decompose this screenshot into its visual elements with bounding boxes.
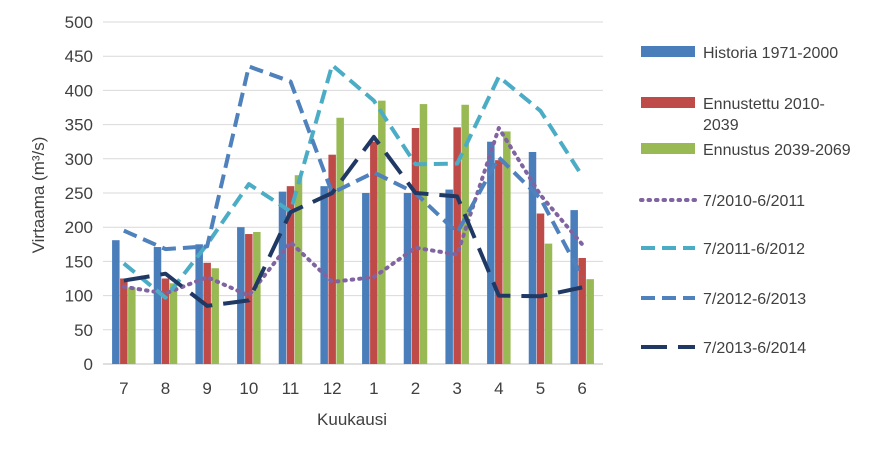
bar <box>169 283 178 364</box>
bar <box>153 247 162 364</box>
y-tick-label: 200 <box>65 218 93 237</box>
series-line <box>123 134 583 308</box>
bar <box>278 191 287 364</box>
series-line <box>122 63 584 300</box>
legend-label: 7/2011-6/2012 <box>703 241 805 258</box>
x-tick-label: 9 <box>202 379 211 398</box>
bar <box>445 189 453 364</box>
legend-label: 7/2012-6/2013 <box>703 291 806 308</box>
bar <box>161 278 170 364</box>
x-axis-label: Kuukausi <box>317 410 387 429</box>
bar <box>211 268 219 364</box>
x-tick-labels: 7 8 9 10 11 12 1 2 3 4 5 6 <box>119 379 587 398</box>
legend-label: 7/2013-6/2014 <box>703 340 806 357</box>
x-tick-label: 10 <box>239 379 258 398</box>
bar <box>453 127 461 364</box>
y-tick-label: 400 <box>65 81 93 100</box>
bar <box>528 151 537 364</box>
bar <box>578 257 586 364</box>
bar <box>411 128 420 364</box>
bar <box>245 234 253 364</box>
y-tick-label: 350 <box>65 116 93 135</box>
bar <box>112 240 120 364</box>
bar <box>544 243 553 364</box>
bar <box>253 231 261 364</box>
x-tick-label: 7 <box>119 379 128 398</box>
x-tick-label: 3 <box>452 379 461 398</box>
x-tick-label: 5 <box>536 379 545 398</box>
x-tick-label: 1 <box>369 379 378 398</box>
bar <box>570 210 578 364</box>
bar <box>503 131 511 364</box>
bars <box>112 100 594 364</box>
legend-label: Historia 1971-2000 <box>703 45 838 62</box>
legend-swatch <box>641 97 695 108</box>
bar <box>128 287 136 364</box>
bar <box>120 278 128 364</box>
bar <box>336 117 344 364</box>
y-axis-label: Virtaama (m³/s) <box>29 137 48 254</box>
legend: Historia 1971-2000 Ennustettu 2010-2039 En… <box>639 45 851 357</box>
series-line <box>123 64 584 279</box>
gridlines <box>103 21 603 365</box>
bar <box>195 244 203 364</box>
y-tick-label: 50 <box>74 321 93 340</box>
series-line <box>121 126 585 298</box>
bar <box>536 213 545 364</box>
legend-label: Ennustettu 2010-2039 <box>703 96 825 134</box>
bar <box>286 186 295 364</box>
bar <box>378 100 386 364</box>
lines <box>121 63 585 308</box>
bar <box>328 154 336 364</box>
bar <box>237 227 245 364</box>
y-tick-label: 150 <box>65 252 93 271</box>
y-tick-label: 250 <box>65 184 93 203</box>
x-tick-label: 2 <box>411 379 420 398</box>
bar <box>495 160 503 364</box>
legend-swatch <box>641 143 695 154</box>
bar <box>203 262 211 364</box>
bar <box>419 104 428 364</box>
x-tick-label: 4 <box>494 379 503 398</box>
y-tick-label: 300 <box>65 150 93 169</box>
y-tick-label: 450 <box>65 47 93 66</box>
bar <box>370 141 378 364</box>
x-tick-label: 12 <box>323 379 342 398</box>
legend-swatch <box>641 46 695 57</box>
bar <box>487 141 495 364</box>
x-tick-label: 8 <box>161 379 170 398</box>
bar <box>403 193 412 364</box>
y-tick-labels: 0 50 100 150 200 250 300 350 400 450 500 <box>65 13 93 374</box>
y-tick-label: 100 <box>65 287 93 306</box>
y-tick-label: 0 <box>84 355 93 374</box>
bar <box>294 175 303 364</box>
y-tick-label: 500 <box>65 13 93 32</box>
legend-label: 7/2010-6/2011 <box>703 193 805 210</box>
x-tick-label: 11 <box>282 379 300 398</box>
x-tick-label: 6 <box>577 379 586 398</box>
bar <box>586 279 594 364</box>
legend-label: Ennustus 2039-2069 <box>703 142 851 159</box>
